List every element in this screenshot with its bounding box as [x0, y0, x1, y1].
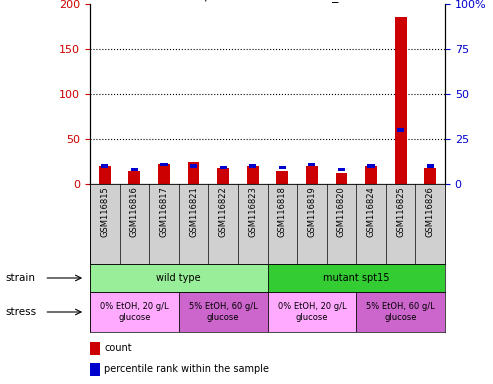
Text: GSM116816: GSM116816 — [130, 186, 139, 237]
Bar — [90, 292, 179, 332]
Text: GSM116818: GSM116818 — [278, 186, 287, 237]
Text: GSM116826: GSM116826 — [426, 186, 435, 237]
Text: wild type: wild type — [156, 273, 201, 283]
Bar — [131, 168, 138, 171]
Bar — [158, 164, 170, 184]
Bar — [336, 173, 348, 184]
Bar — [279, 166, 286, 169]
Text: percentile rank within the sample: percentile rank within the sample — [105, 364, 269, 374]
Bar — [160, 163, 168, 166]
Text: mutant spt15: mutant spt15 — [323, 273, 389, 283]
Bar — [365, 166, 377, 184]
Text: GSM116824: GSM116824 — [366, 186, 376, 237]
Bar — [217, 168, 229, 184]
Bar — [308, 163, 316, 166]
Bar — [90, 363, 100, 376]
Text: GSM116819: GSM116819 — [307, 186, 317, 237]
Bar — [249, 164, 256, 167]
Text: GSM116815: GSM116815 — [100, 186, 109, 237]
Bar — [90, 264, 268, 292]
Bar — [424, 168, 436, 184]
Bar — [277, 170, 288, 184]
Text: 5% EtOH, 60 g/L
glucose: 5% EtOH, 60 g/L glucose — [366, 302, 435, 322]
Bar — [356, 292, 445, 332]
Bar — [395, 18, 407, 184]
Text: GSM116825: GSM116825 — [396, 186, 405, 237]
Text: 0% EtOH, 20 g/L
glucose: 0% EtOH, 20 g/L glucose — [100, 302, 169, 322]
Bar — [338, 168, 345, 171]
Text: GSM116817: GSM116817 — [159, 186, 169, 237]
Bar — [397, 128, 404, 132]
Text: GDS2498 / RPTR-Sc-M10961-4_at: GDS2498 / RPTR-Sc-M10961-4_at — [142, 0, 351, 2]
Bar — [268, 264, 445, 292]
Bar — [188, 162, 200, 184]
Text: GSM116820: GSM116820 — [337, 186, 346, 237]
Bar — [190, 164, 197, 167]
Bar — [306, 166, 318, 184]
Bar — [101, 164, 108, 167]
Bar — [90, 342, 100, 355]
Text: strain: strain — [5, 273, 35, 283]
Bar — [367, 164, 375, 167]
Text: 0% EtOH, 20 g/L
glucose: 0% EtOH, 20 g/L glucose — [278, 302, 346, 322]
Text: GSM116821: GSM116821 — [189, 186, 198, 237]
Bar — [179, 292, 268, 332]
Text: GSM116822: GSM116822 — [218, 186, 228, 237]
Text: 5% EtOH, 60 g/L
glucose: 5% EtOH, 60 g/L glucose — [189, 302, 257, 322]
Bar — [426, 164, 434, 167]
Text: stress: stress — [5, 307, 36, 317]
Bar — [129, 170, 141, 184]
Bar — [99, 166, 111, 184]
Text: count: count — [105, 343, 132, 353]
Text: GSM116823: GSM116823 — [248, 186, 257, 237]
Bar — [268, 292, 356, 332]
Bar — [247, 166, 259, 184]
Bar — [219, 166, 227, 169]
